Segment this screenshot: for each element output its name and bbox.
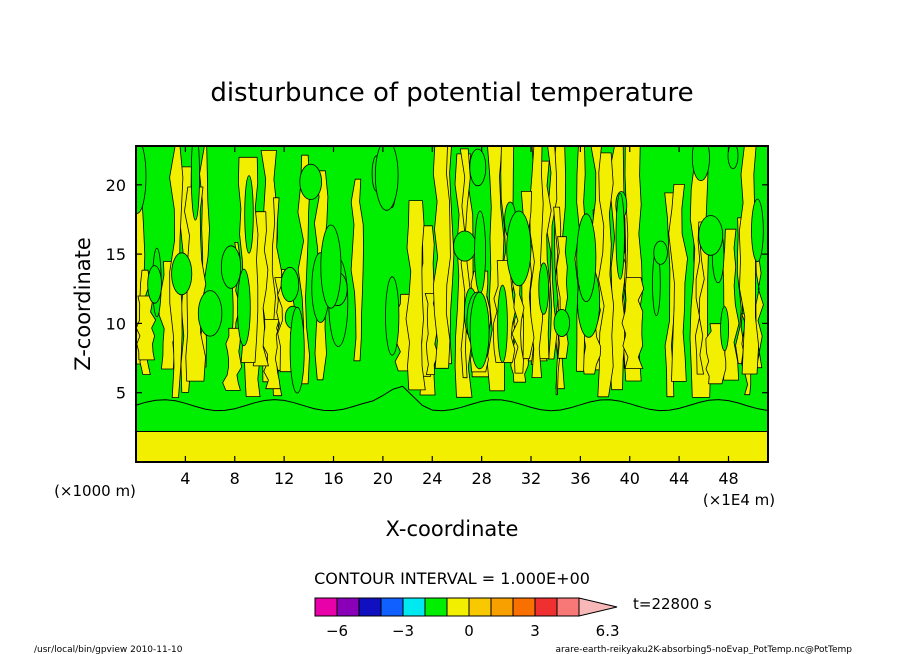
colorbar: −6 −3 0 3 6.3 [314, 597, 620, 640]
x-unit-right: (×1E4 m) [703, 491, 775, 509]
x-tick-label: 40 [620, 469, 640, 488]
plot-area [135, 145, 769, 463]
x-tick-label: 32 [521, 469, 541, 488]
x-tick-label: 24 [422, 469, 442, 488]
positive-plume [350, 178, 364, 362]
contour-line [136, 385, 768, 412]
colorbar-segment [358, 597, 382, 617]
positive-plume [621, 277, 645, 369]
negative-patch [698, 215, 724, 256]
positive-plume [297, 154, 311, 385]
negative-patch [190, 146, 200, 221]
x-tick-label: 48 [718, 469, 738, 488]
colorbar-segment [556, 597, 580, 617]
negative-patch [506, 210, 532, 287]
negative-patch [280, 266, 300, 303]
time-label: t=22800 s [633, 595, 712, 613]
negative-patch [147, 265, 162, 304]
colorbar-tick-label: 6.3 [596, 622, 620, 640]
x-tick-label: 16 [323, 469, 343, 488]
negative-patch [320, 224, 342, 309]
negative-patch [576, 213, 597, 303]
x-tick-label: 36 [570, 469, 590, 488]
colorbar-tick-label: 0 [464, 622, 474, 640]
x-axis: 4 8 12 16 20 24 28 32 36 40 44 48 [180, 146, 739, 488]
colorbar-segment [314, 597, 338, 617]
field-contours [136, 146, 768, 462]
colorbar-segment [446, 597, 470, 617]
colorbar-segment [380, 597, 404, 617]
colorbar-segment [490, 597, 514, 617]
y-tick-label: 20 [106, 176, 126, 195]
colorbar-segment [424, 597, 448, 617]
plot-frame [135, 145, 769, 463]
x-tick-label: 12 [274, 469, 294, 488]
negative-patch [474, 210, 487, 294]
x-tick-label: 28 [471, 469, 491, 488]
colorbar-tick-label: 3 [530, 622, 540, 640]
x-tick-label: 8 [230, 469, 240, 488]
y-axis-label: Z-coordinate [71, 237, 95, 371]
negative-patch [385, 276, 400, 356]
x-axis-label: X-coordinate [386, 517, 519, 541]
positive-plume [738, 146, 759, 375]
contour-interval-label: CONTOUR INTERVAL = 1.000E+00 [314, 569, 590, 588]
x-unit-left: (×1000 m) [54, 482, 136, 500]
negative-patch [237, 268, 251, 347]
negative-patch [720, 306, 729, 352]
negative-patch [289, 306, 305, 394]
x-tick-label: 4 [180, 469, 190, 488]
colorbar-tick-label: −3 [392, 622, 414, 640]
layer-bottom-positive [136, 431, 768, 462]
colorbar-segment [534, 597, 558, 617]
negative-patch [299, 163, 323, 200]
positive-plume [668, 184, 688, 382]
negative-patch [727, 146, 739, 169]
colorbar-tick-label: −6 [326, 622, 348, 640]
positive-plume [184, 186, 207, 382]
chart-title: disturbunce of potential temperature [210, 78, 693, 108]
negative-patch [553, 308, 571, 337]
negative-patch [197, 290, 223, 337]
colorbar-segment [512, 597, 536, 617]
negative-patch [469, 148, 487, 187]
y-tick-label: 5 [116, 384, 126, 403]
y-tick-label: 15 [106, 245, 126, 264]
layer-lower-negative [136, 386, 768, 432]
negative-patch [751, 198, 764, 263]
positive-plume [405, 200, 426, 391]
positive-plume [529, 146, 544, 378]
x-tick-label: 44 [669, 469, 689, 488]
positive-plume [432, 146, 451, 369]
colorbar-arrow [578, 597, 618, 617]
footer-left: /usr/local/bin/gpview 2010-11-10 [34, 645, 183, 654]
colorbar-segment [336, 597, 360, 617]
footer-right: arare-earth-reikyaku2K-absorbing5-noEvap… [555, 645, 852, 654]
colorbar-segment [468, 597, 492, 617]
negative-patch [691, 146, 710, 182]
negative-patch [615, 192, 625, 280]
negative-patch [374, 146, 399, 211]
negative-patch [453, 230, 477, 262]
positive-plume [545, 146, 558, 360]
y-tick-label: 10 [106, 314, 126, 333]
negative-patch [653, 240, 668, 265]
x-tick-label: 20 [373, 469, 393, 488]
negative-patch [136, 146, 147, 214]
negative-patch [220, 245, 242, 289]
negative-patch [538, 262, 549, 315]
y-axis: 5 10 15 20 [106, 176, 768, 403]
negative-patch [171, 252, 193, 296]
negative-patch [244, 175, 254, 254]
negative-patch [497, 284, 508, 363]
negative-patch [469, 291, 490, 370]
colorbar-segment [402, 597, 426, 617]
